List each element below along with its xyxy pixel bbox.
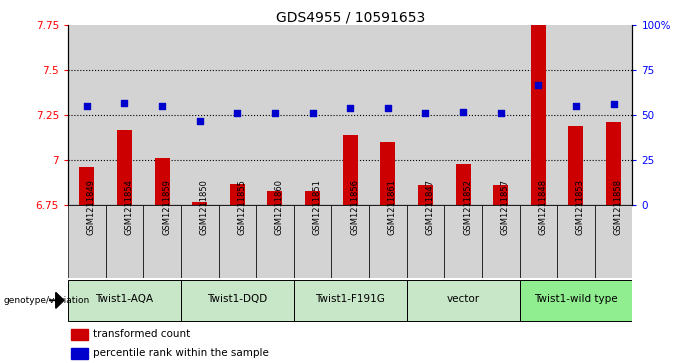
Bar — [520, 205, 557, 278]
Bar — [80, 167, 95, 205]
Point — [82, 103, 92, 109]
Bar — [568, 126, 583, 205]
Title: GDS4955 / 10591653: GDS4955 / 10591653 — [275, 10, 425, 24]
Bar — [117, 130, 132, 205]
Bar — [331, 205, 369, 278]
Bar — [230, 184, 245, 205]
Text: GSM1211848: GSM1211848 — [539, 179, 547, 235]
Bar — [407, 280, 520, 321]
Text: Twist1-F191G: Twist1-F191G — [316, 294, 385, 305]
Bar — [294, 25, 331, 205]
Text: GSM1211852: GSM1211852 — [463, 179, 472, 235]
Bar — [294, 280, 407, 321]
Text: GSM1211849: GSM1211849 — [87, 179, 96, 235]
Bar — [369, 25, 407, 205]
Bar — [305, 191, 320, 205]
Text: vector: vector — [447, 294, 479, 305]
Bar — [380, 142, 395, 205]
Bar — [331, 25, 369, 205]
Bar — [71, 329, 88, 340]
Point — [232, 111, 243, 117]
Text: GSM1211857: GSM1211857 — [500, 179, 510, 235]
Text: Twist1-wild type: Twist1-wild type — [534, 294, 617, 305]
Text: GSM1211856: GSM1211856 — [350, 179, 359, 235]
Bar — [256, 205, 294, 278]
Text: Twist1-AQA: Twist1-AQA — [95, 294, 154, 305]
Bar — [256, 25, 294, 205]
Bar — [218, 25, 256, 205]
Bar — [192, 201, 207, 205]
Bar — [369, 205, 407, 278]
Point — [345, 105, 356, 111]
Point — [307, 111, 318, 117]
Point — [156, 103, 167, 109]
Bar — [418, 185, 433, 205]
Text: GSM1211854: GSM1211854 — [124, 179, 133, 235]
Bar — [444, 205, 482, 278]
Point — [382, 105, 393, 111]
Bar — [595, 25, 632, 205]
Bar — [444, 25, 482, 205]
Point — [420, 111, 431, 117]
Point — [194, 118, 205, 123]
Bar — [294, 205, 331, 278]
Text: GSM1211847: GSM1211847 — [426, 179, 435, 235]
Point — [458, 109, 469, 115]
Text: GSM1211859: GSM1211859 — [162, 179, 171, 235]
Text: GSM1211855: GSM1211855 — [237, 179, 246, 235]
Bar — [407, 205, 444, 278]
Bar — [520, 25, 557, 205]
Bar — [181, 205, 218, 278]
Bar — [606, 122, 621, 205]
Bar — [557, 205, 595, 278]
Point — [608, 102, 619, 107]
Text: GSM1211861: GSM1211861 — [388, 179, 397, 235]
Bar — [68, 280, 181, 321]
Bar — [456, 164, 471, 205]
Bar — [595, 205, 632, 278]
Bar — [71, 348, 88, 359]
Bar — [218, 205, 256, 278]
Bar — [68, 205, 105, 278]
Point — [495, 111, 506, 117]
Bar — [181, 280, 294, 321]
Bar — [557, 25, 595, 205]
Bar — [482, 205, 520, 278]
Bar — [493, 185, 508, 205]
Text: transformed count: transformed count — [93, 329, 190, 339]
FancyArrow shape — [49, 293, 64, 308]
Text: GSM1211858: GSM1211858 — [613, 179, 623, 235]
Text: Twist1-DQD: Twist1-DQD — [207, 294, 267, 305]
Bar — [343, 135, 358, 205]
Bar — [407, 25, 444, 205]
Bar — [143, 25, 181, 205]
Text: percentile rank within the sample: percentile rank within the sample — [93, 348, 269, 358]
Text: GSM1211850: GSM1211850 — [200, 179, 209, 235]
Point — [533, 82, 544, 87]
Text: GSM1211851: GSM1211851 — [313, 179, 322, 235]
Bar — [267, 191, 282, 205]
Point — [119, 100, 130, 106]
Bar — [143, 205, 181, 278]
Text: GSM1211853: GSM1211853 — [576, 179, 585, 235]
Bar — [154, 158, 169, 205]
Point — [269, 111, 280, 117]
Bar — [482, 25, 520, 205]
Bar — [105, 205, 143, 278]
Text: genotype/variation: genotype/variation — [3, 296, 90, 305]
Text: GSM1211860: GSM1211860 — [275, 179, 284, 235]
Bar — [181, 25, 218, 205]
Bar — [531, 22, 546, 205]
Bar — [68, 25, 105, 205]
Point — [571, 103, 581, 109]
Bar — [520, 280, 632, 321]
Bar — [105, 25, 143, 205]
